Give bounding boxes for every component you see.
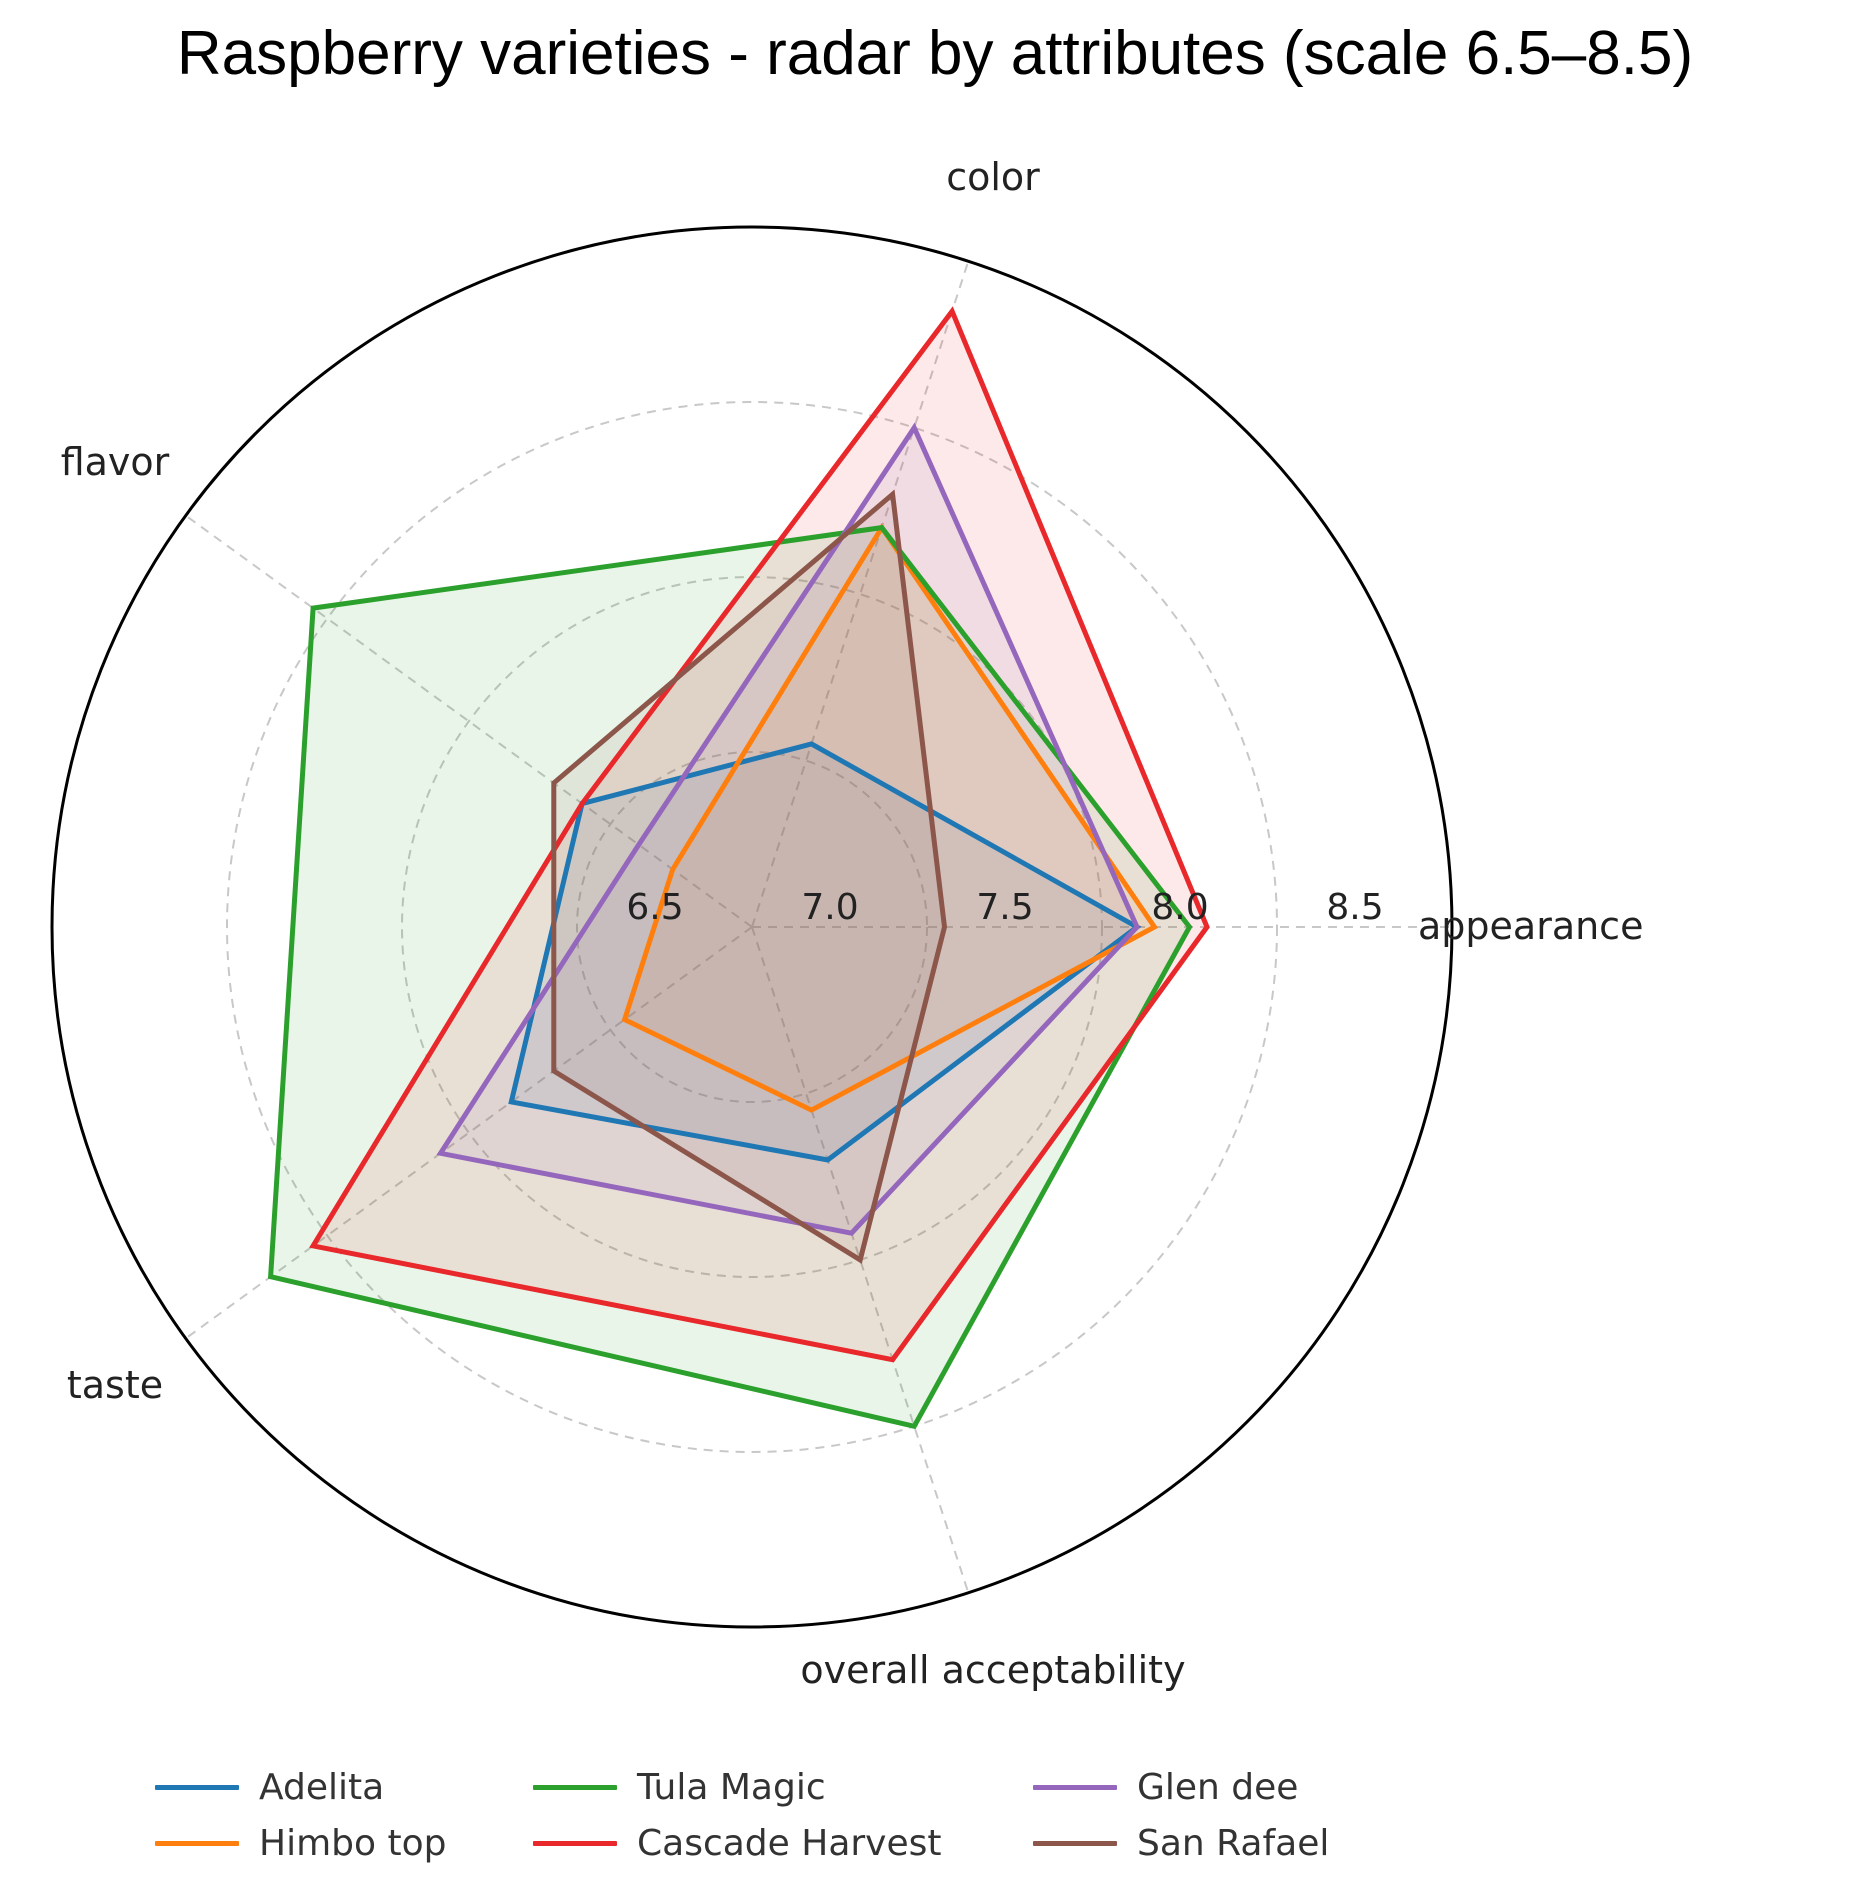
legend-item: Glen dee [1033, 1762, 1405, 1812]
radial-tick-label: 7.0 [801, 887, 858, 928]
axis-label-flavor: flavor [61, 440, 170, 484]
grid-layer [50, 225, 1454, 1629]
legend-swatch [155, 1840, 239, 1846]
legend-label: Tula Magic [637, 1766, 826, 1808]
axis-label-taste: taste [67, 1363, 163, 1407]
legend-label: Glen dee [1137, 1766, 1299, 1808]
legend-label: Cascade Harvest [637, 1822, 942, 1864]
legend-label: Adelita [259, 1766, 385, 1808]
series-line [309, 306, 1210, 1363]
axis-spoke [751, 260, 970, 928]
legend-swatch [1033, 1784, 1117, 1790]
series-line [551, 489, 948, 1264]
legend: Adelita Tula Magic Glen dee Himbo top Cascad… [155, 1762, 1405, 1868]
series-line [267, 524, 1193, 1430]
legend-swatch [533, 1840, 617, 1846]
series-line [621, 522, 1159, 1113]
series-lines [267, 306, 1210, 1430]
radial-tick-label: 6.5 [626, 887, 683, 928]
legend-item: San Rafael [1033, 1818, 1405, 1868]
legend-swatch [155, 1784, 239, 1790]
legend-item: Adelita [155, 1762, 533, 1812]
series-fills [270, 311, 1208, 1427]
grid-circle [576, 751, 928, 1103]
series-fill [624, 527, 1155, 1111]
series-line [436, 422, 1140, 1236]
legend-label: Himbo top [259, 1822, 447, 1864]
grid-circle [226, 401, 1278, 1453]
series-fill [313, 311, 1208, 1360]
axis-labels: 6.5 7.0 7.5 8.0 8.5 appearance color flavor tast… [61, 155, 1644, 1692]
series-line [508, 741, 1142, 1163]
outer-frame [50, 225, 1454, 1629]
axis-label-appearance: appearance [1418, 904, 1643, 948]
radial-tick-label: 7.5 [976, 887, 1033, 928]
chart-title: Raspberry varieties - radar by attribute… [176, 19, 1694, 88]
axis-spoke [185, 926, 753, 1340]
legend-swatch [533, 1784, 617, 1790]
legend-item: Tula Magic [533, 1762, 1033, 1812]
radial-tick-label: 8.0 [1151, 887, 1208, 928]
series-fill [553, 494, 945, 1260]
series-fill [270, 527, 1190, 1427]
axis-spoke [751, 926, 970, 1594]
legend-item: Himbo top [155, 1818, 533, 1868]
series-fill [511, 743, 1137, 1160]
legend-swatch [1033, 1840, 1117, 1846]
axis-spoke [185, 514, 753, 928]
legend-item: Cascade Harvest [533, 1818, 1033, 1868]
axis-label-color: color [946, 155, 1040, 199]
legend-label: San Rafael [1137, 1822, 1330, 1864]
radial-tick-label: 8.5 [1326, 887, 1383, 928]
axis-label-overall-acceptability: overall acceptability [800, 1648, 1185, 1692]
